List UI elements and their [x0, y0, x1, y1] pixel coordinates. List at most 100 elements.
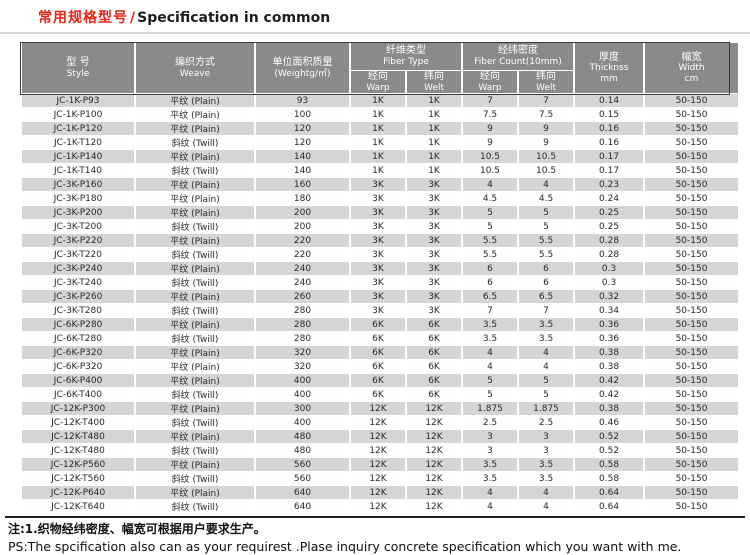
cell-fiber-welt: 1K [407, 122, 462, 136]
cell-count-warp: 10.5 [463, 164, 518, 178]
table-row: JC-1K-P140 平纹 (Plain) 140 1K 1K 10.5 10.5 0.17 5… [22, 150, 739, 164]
cell-thickness: 0.28 [575, 248, 644, 262]
cell-style: JC-12K-P640 [22, 486, 134, 500]
cell-style: JC-1K-P93 [22, 94, 134, 108]
subcol-fiber-type-warp: 经向 Warp [351, 71, 405, 94]
cell-width: 50-150 [645, 472, 739, 486]
cell-width: 50-150 [645, 178, 739, 192]
cell-thickness: 0.17 [575, 164, 644, 178]
cell-fiber-warp: 1K [351, 150, 405, 164]
cell-width: 50-150 [645, 304, 739, 318]
cell-thickness: 0.28 [575, 234, 644, 248]
cell-count-warp: 4 [463, 178, 518, 192]
cell-weight: 560 [256, 472, 349, 486]
cell-count-warp: 6 [463, 276, 518, 290]
cell-weight: 280 [256, 304, 349, 318]
cell-count-warp: 3.5 [463, 332, 518, 346]
table-row: JC-12K-T640 斜纹 (Twill) 640 12K 12K 4 4 0.64 50-1… [22, 500, 739, 514]
cell-fiber-warp: 12K [351, 486, 405, 500]
col-header-style-en: Style [66, 68, 90, 79]
cell-count-warp: 3.5 [463, 318, 518, 332]
cell-count-welt: 7 [519, 304, 574, 318]
cell-fiber-warp: 1K [351, 136, 405, 150]
cell-count-welt: 10.5 [519, 164, 574, 178]
cell-thickness: 0.16 [575, 136, 644, 150]
cell-count-warp: 3 [463, 430, 518, 444]
cell-count-welt: 10.5 [519, 150, 574, 164]
cell-fiber-welt: 6K [407, 360, 462, 374]
cell-weave: 斜纹 (Twill) [136, 444, 254, 458]
col-header-weight-zh: 单位面积质量 [272, 57, 333, 68]
table-row: JC-12K-P640 平纹 (Plain) 640 12K 12K 4 4 0.64 50-1… [22, 486, 739, 500]
cell-count-warp: 7 [463, 94, 518, 108]
cell-width: 50-150 [645, 416, 739, 430]
col-group-fiber-type: 纤维类型 Fiber Type [351, 43, 462, 70]
cell-fiber-welt: 12K [407, 402, 462, 416]
cell-count-welt: 4.5 [519, 192, 574, 206]
cell-count-warp: 3.5 [463, 458, 518, 472]
cell-thickness: 0.58 [575, 458, 644, 472]
cell-style: JC-6K-P320 [22, 360, 134, 374]
cell-thickness: 0.3 [575, 276, 644, 290]
cell-thickness: 0.24 [575, 192, 644, 206]
col-header-thickness-zh: 厚度 [599, 51, 620, 63]
cell-weave: 平纹 (Plain) [136, 122, 254, 136]
cell-weight: 400 [256, 388, 349, 402]
cell-style: JC-6K-P280 [22, 318, 134, 332]
cell-fiber-welt: 3K [407, 276, 462, 290]
spec-table-wrapper: 型 号 Style 编织方式 Weave 单位面积质量 (Weightg/㎡) … [20, 42, 739, 514]
table-row: JC-3K-T280 斜纹 (Twill) 280 3K 3K 7 7 0.34 50-150 [22, 304, 739, 318]
title-separator: / [130, 10, 136, 26]
cell-fiber-warp: 1K [351, 108, 405, 122]
cell-width: 50-150 [645, 318, 739, 332]
cell-count-welt: 9 [519, 136, 574, 150]
table-row: JC-12K-P300 平纹 (Plain) 300 12K 12K 1.875 1.875… [22, 402, 739, 416]
cell-weight: 240 [256, 262, 349, 276]
table-row: JC-3K-P220 平纹 (Plain) 220 3K 3K 5.5 5.5 0.28 50-… [22, 234, 739, 248]
cell-weave: 平纹 (Plain) [136, 486, 254, 500]
table-row: JC-6K-P320 平纹 (Plain) 320 6K 6K 4 4 0.38 50-150 [22, 346, 739, 360]
cell-thickness: 0.42 [575, 374, 644, 388]
table-row: JC-12K-T480 斜纹 (Twill) 480 12K 12K 3 3 0.52 50-1… [22, 444, 739, 458]
table-row: JC-3K-P180 平纹 (Plain) 180 3K 3K 4.5 4.5 0.24 50-… [22, 192, 739, 206]
cell-thickness: 0.32 [575, 290, 644, 304]
spec-table: 型 号 Style 编织方式 Weave 单位面积质量 (Weightg/㎡) … [20, 42, 740, 514]
cell-count-welt: 4 [519, 346, 574, 360]
cell-fiber-warp: 6K [351, 332, 405, 346]
cell-count-welt: 4 [519, 500, 574, 514]
cell-width: 50-150 [645, 500, 739, 514]
col-header-weight-en: (Weightg/㎡) [274, 68, 331, 79]
cell-count-warp: 6 [463, 262, 518, 276]
subcol-fiber-count-welt-en: Welt [536, 82, 556, 93]
cell-width: 50-150 [645, 206, 739, 220]
cell-count-welt: 5.5 [519, 248, 574, 262]
cell-weave: 斜纹 (Twill) [136, 136, 254, 150]
cell-count-warp: 2.5 [463, 416, 518, 430]
cell-weight: 560 [256, 458, 349, 472]
cell-fiber-welt: 3K [407, 290, 462, 304]
cell-thickness: 0.64 [575, 500, 644, 514]
cell-fiber-warp: 1K [351, 164, 405, 178]
cell-count-warp: 5 [463, 374, 518, 388]
cell-count-warp: 5 [463, 206, 518, 220]
col-header-weave-en: Weave [179, 68, 211, 79]
cell-fiber-warp: 12K [351, 430, 405, 444]
col-header-thickness-unit: mm [600, 74, 618, 85]
cell-weave: 平纹 (Plain) [136, 108, 254, 122]
cell-weight: 140 [256, 164, 349, 178]
cell-style: JC-3K-P160 [22, 178, 134, 192]
subcol-fiber-count-warp-zh: 经向 [480, 71, 501, 82]
cell-weight: 120 [256, 122, 349, 136]
table-row: JC-1K-T140 斜纹 (Twill) 140 1K 1K 10.5 10.5 0.17 5… [22, 164, 739, 178]
cell-width: 50-150 [645, 332, 739, 346]
cell-thickness: 0.16 [575, 122, 644, 136]
cell-fiber-welt: 3K [407, 206, 462, 220]
cell-fiber-warp: 3K [351, 192, 405, 206]
cell-fiber-warp: 6K [351, 346, 405, 360]
cell-weight: 240 [256, 276, 349, 290]
cell-style: JC-3K-P180 [22, 192, 134, 206]
cell-weight: 280 [256, 332, 349, 346]
cell-fiber-welt: 3K [407, 178, 462, 192]
cell-fiber-welt: 12K [407, 444, 462, 458]
cell-style: JC-12K-T640 [22, 500, 134, 514]
